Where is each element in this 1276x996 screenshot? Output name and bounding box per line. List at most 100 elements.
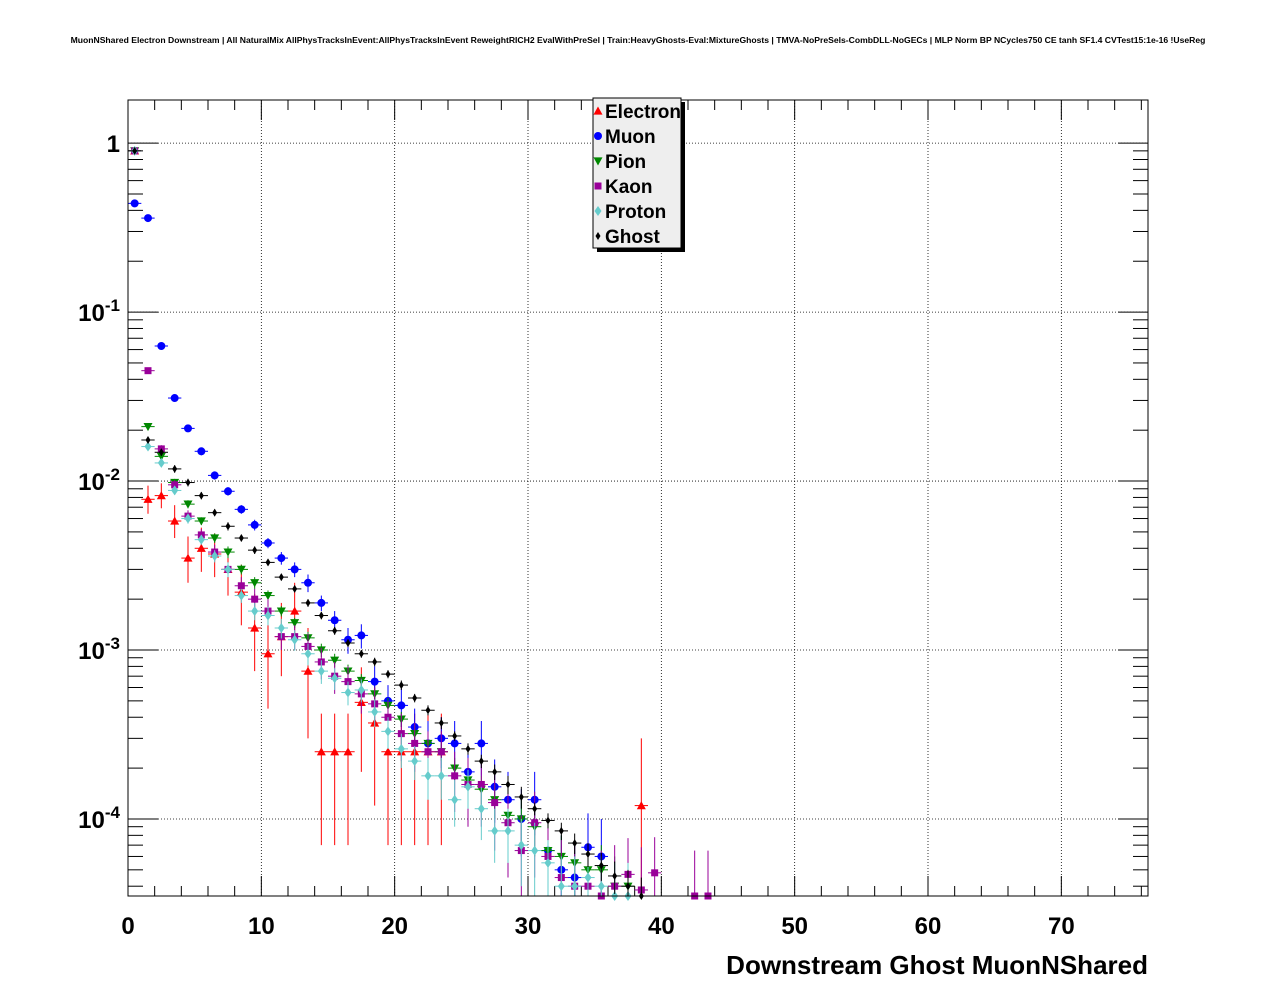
data-point [171,485,179,496]
data-point [532,804,538,813]
legend-marker-proton [594,206,602,216]
legend-label-pion: Pion [605,152,646,173]
data-point [185,478,191,487]
data-point [317,666,325,677]
data-point [424,748,432,756]
data-point [144,367,152,375]
data-point [331,673,339,684]
data-point [225,522,231,531]
chart-title: MuonNShared Electron Downstream | All Na… [71,35,1206,45]
legend-label-electron: Electron [605,102,681,123]
data-point [277,554,286,563]
data-point [557,881,565,892]
y-tick-label: 10-3 [78,634,120,665]
data-point [518,792,524,801]
data-point [184,424,192,433]
data-point [358,649,364,658]
data-point [572,839,578,848]
data-point [598,861,604,870]
legend-marker-muon [594,132,602,140]
y-tick-labels: 10-4 10-3 10-2 10-1 1 [78,131,120,834]
data-point [477,803,485,814]
data-point [278,573,284,582]
data-point [357,684,365,695]
data-point [318,611,324,620]
x-tick-label: 60 [915,913,942,940]
data-point [212,508,218,517]
legend-box [592,97,682,249]
data-point [344,687,352,698]
x-tick-labels: 0 10 20 30 40 50 60 70 [121,913,1074,940]
data-point [157,341,166,350]
data-point [224,564,232,575]
data-point [372,657,378,666]
data-point [223,548,233,557]
data-point [224,487,232,496]
data-point [237,582,245,590]
x-axis-title: Downstream Ghost MuonNShared [726,950,1148,980]
data-point [130,199,139,208]
x-tick-label: 20 [381,913,408,940]
data-point [544,857,552,868]
data-point [251,606,259,617]
data-point [332,626,338,635]
data-point [612,871,618,880]
data-point [478,757,484,766]
data-point [397,701,406,710]
data-point [398,681,404,690]
legend-label-muon: Muon [605,127,656,148]
data-series [128,145,715,901]
data-point [156,491,166,500]
data-point [183,500,193,509]
data-point [317,598,326,607]
data-point [211,551,219,562]
legend-marker-electron [593,106,603,115]
legend-marker-kaon [594,182,602,190]
data-point [305,598,311,607]
data-point [290,619,300,628]
data-point [170,394,179,403]
legend-marker-pion [593,157,603,166]
data-point [505,780,511,789]
data-point [571,881,579,892]
data-point [636,801,646,810]
data-point [198,491,204,500]
data-point [425,706,431,715]
data-point [276,607,286,616]
data-point [412,693,418,702]
data-point [584,872,592,883]
data-point [236,565,246,574]
data-point [197,447,206,456]
data-point [265,558,271,567]
data-point [424,770,432,781]
data-point [450,739,459,748]
data-point [263,591,273,601]
data-point [196,517,206,526]
data-point [144,214,152,223]
data-point [438,718,444,727]
data-point [531,845,539,856]
data-point [345,639,351,648]
data-point [585,850,591,859]
data-point [132,146,138,155]
data-point [625,882,631,891]
series-ghost [128,146,648,900]
data-point [545,816,551,825]
data-point [330,616,339,625]
data-point [196,543,206,552]
y-tick-label: 10-2 [78,465,120,496]
data-point [517,840,525,851]
data-point [158,448,164,457]
x-tick-label: 30 [515,913,542,940]
data-point [238,534,244,543]
data-point [291,634,299,645]
data-point [383,747,393,756]
data-point [264,538,272,547]
legend-label-ghost: Ghost [605,227,661,248]
data-point [397,743,405,754]
x-tick-label: 40 [648,913,675,940]
data-point [250,623,260,632]
data-point [464,781,472,792]
data-point [156,452,166,461]
